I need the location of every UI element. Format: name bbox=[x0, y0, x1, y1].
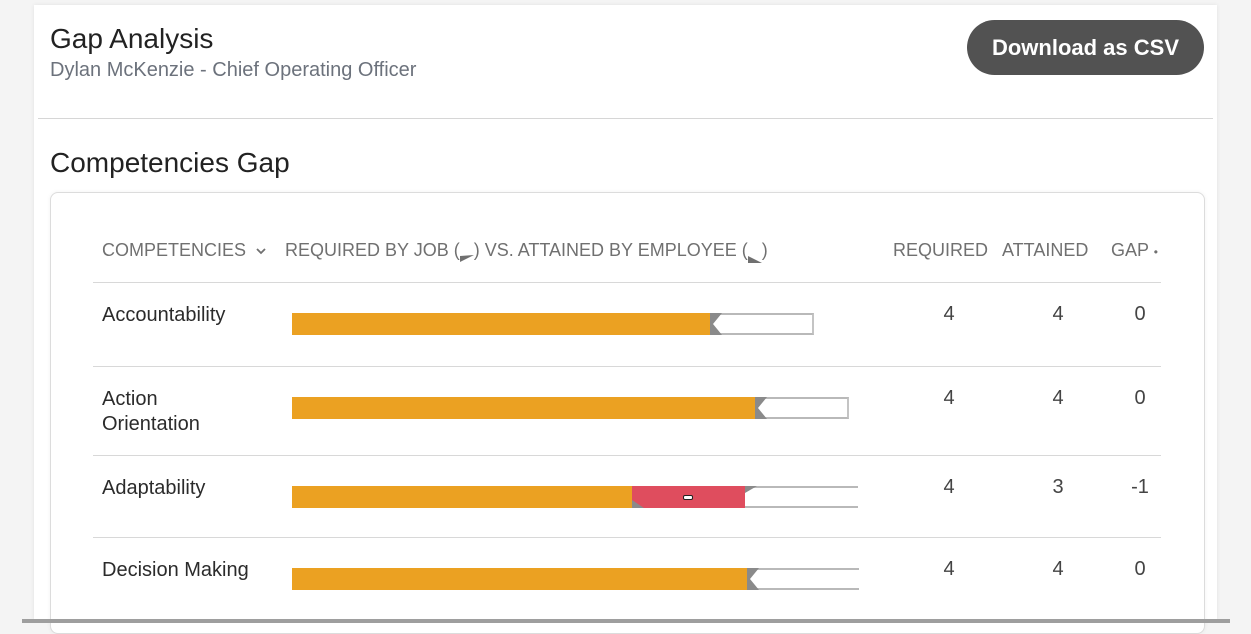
attained-value: 4 bbox=[1052, 387, 1064, 409]
competency-bar bbox=[292, 486, 858, 508]
gap-value: -1 bbox=[1131, 476, 1149, 498]
column-header-competencies[interactable]: COMPETENCIES bbox=[102, 240, 267, 261]
required-value: 4 bbox=[943, 476, 955, 498]
section-title: Competencies Gap bbox=[50, 147, 290, 178]
employee-subtitle: Dylan McKenzie - Chief Operating Officer bbox=[50, 59, 417, 81]
chevron-down-icon bbox=[255, 240, 267, 261]
gap-tooltip-handle-icon bbox=[683, 495, 694, 500]
competency-name: Accountability bbox=[102, 304, 226, 326]
required-value: 4 bbox=[943, 558, 955, 580]
comparison-label-suffix: ) bbox=[761, 240, 768, 260]
competency-bar bbox=[292, 397, 849, 419]
table-row: Action Orientation 4 4 0 bbox=[51, 367, 1204, 456]
header-divider-line bbox=[93, 282, 1161, 283]
attained-marker-icon bbox=[747, 247, 762, 264]
competency-bar bbox=[292, 313, 814, 335]
table-row: Decision Making 4 4 0 bbox=[51, 538, 1204, 628]
competency-name: Adaptability bbox=[102, 477, 206, 499]
gap-analysis-card: Gap Analysis Dylan McKenzie - Chief Oper… bbox=[34, 5, 1217, 634]
gap-bar-fill[interactable] bbox=[631, 486, 745, 508]
attained-bar-fill bbox=[292, 397, 755, 419]
gap-value: 0 bbox=[1134, 387, 1146, 409]
required-attained-marker-icon bbox=[755, 397, 767, 419]
attained-value: 4 bbox=[1052, 303, 1064, 325]
competency-name: Action Orientation bbox=[102, 388, 200, 435]
column-label-gap: GAP bbox=[1111, 240, 1149, 260]
competency-bar bbox=[292, 568, 859, 590]
column-header-required[interactable]: REQUIRED bbox=[893, 240, 989, 260]
competencies-table: COMPETENCIES REQUIRED BY JOB ( ) VS. ATTA… bbox=[50, 192, 1205, 634]
column-header-attained[interactable]: ATTAINED bbox=[1002, 240, 1089, 260]
row-divider bbox=[93, 366, 1161, 367]
attained-value: 3 bbox=[1052, 476, 1064, 498]
attained-bar-fill bbox=[292, 568, 747, 590]
comparison-label-middle: ) VS. ATTAINED BY EMPLOYEE ( bbox=[473, 240, 748, 260]
download-csv-button[interactable]: Download as CSV bbox=[967, 20, 1204, 75]
attained-value: 4 bbox=[1052, 558, 1064, 580]
required-value: 4 bbox=[943, 303, 955, 325]
header-divider bbox=[38, 118, 1213, 119]
column-header-comparison: REQUIRED BY JOB ( ) VS. ATTAINED BY EMPLO… bbox=[285, 240, 768, 264]
required-marker-icon bbox=[459, 247, 474, 263]
gap-value: 0 bbox=[1134, 558, 1146, 580]
horizontal-scrollbar[interactable] bbox=[22, 619, 1230, 623]
table-row: Adaptability 4 3 -1 bbox=[51, 456, 1204, 538]
comparison-label-prefix: REQUIRED BY JOB ( bbox=[285, 240, 460, 260]
column-header-gap[interactable]: GAP • bbox=[1111, 240, 1158, 261]
attained-bar-fill bbox=[292, 313, 710, 335]
required-attained-marker-icon bbox=[710, 313, 722, 335]
gap-value: 0 bbox=[1134, 303, 1146, 325]
column-label-competencies: COMPETENCIES bbox=[102, 240, 247, 260]
row-divider bbox=[93, 455, 1161, 456]
required-value: 4 bbox=[943, 387, 955, 409]
competency-name: Decision Making bbox=[102, 559, 249, 581]
sort-indicator-icon: • bbox=[1153, 245, 1158, 259]
attained-marker-icon bbox=[631, 500, 644, 508]
page-title: Gap Analysis bbox=[50, 23, 214, 54]
row-divider bbox=[93, 537, 1161, 538]
required-attained-marker-icon bbox=[747, 568, 759, 590]
required-marker-icon bbox=[745, 486, 757, 493]
attained-bar-fill bbox=[292, 486, 632, 508]
table-row: Accountability 4 4 0 bbox=[51, 283, 1204, 367]
